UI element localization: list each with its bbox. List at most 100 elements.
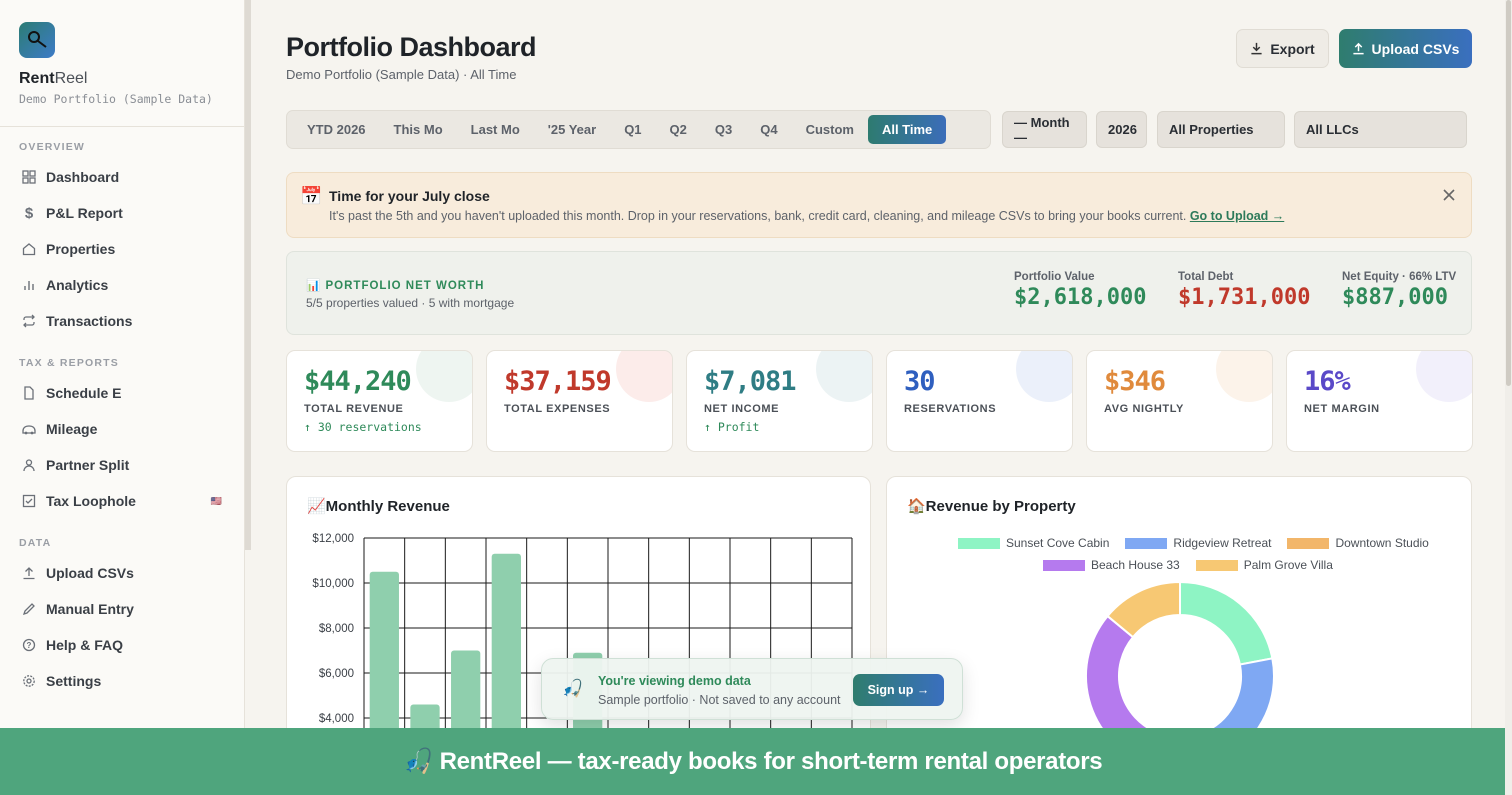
pie-slice[interactable] — [1201, 657, 1275, 746]
upload-csvs-button[interactable]: Upload CSVs — [1339, 29, 1472, 68]
period-tab[interactable]: All Time — [867, 115, 947, 144]
repeat-icon — [20, 312, 38, 330]
period-tab[interactable]: Q3 — [714, 122, 733, 137]
period-tab[interactable]: Q4 — [760, 122, 778, 137]
sidebar-section-title: DATA — [19, 537, 52, 549]
kpi-subtext: ↑ Profit — [704, 420, 760, 434]
export-label: Export — [1270, 40, 1315, 57]
brand-name: RentReel — [19, 70, 88, 87]
dollar-icon: $ — [24, 204, 34, 222]
legend-item[interactable]: Sunset Cove Cabin — [958, 536, 1109, 550]
sidebar-item-label: Analytics — [46, 277, 109, 293]
sidebar-item-label: Mileage — [46, 421, 98, 437]
pie-slice[interactable] — [1085, 614, 1159, 746]
sidebar-item-upload-csvs[interactable]: Upload CSVs — [0, 555, 244, 591]
year-select[interactable]: 2026 — [1096, 111, 1147, 148]
period-filter: YTD 2026 This Mo Last Mo '25 Year Q1 Q2 Q3 Q4 Cu… — [286, 110, 991, 149]
sidebar-item-dashboard[interactable]: Dashboard — [0, 159, 244, 195]
legend-swatch — [1043, 559, 1085, 571]
decorative-circle — [416, 351, 472, 402]
portfolio-value: Portfolio Value $2,618,000 — [1014, 271, 1147, 310]
kpi-value: 30 — [904, 366, 936, 397]
kpi-value: $37,159 — [504, 366, 612, 397]
close-icon[interactable] — [1441, 187, 1457, 203]
sidebar-item-p-l-report[interactable]: $ P&L Report — [0, 195, 244, 231]
sidebar-item-mileage[interactable]: Mileage — [0, 411, 244, 447]
period-tab[interactable]: Last Mo — [470, 122, 520, 137]
decorative-circle — [1016, 351, 1072, 402]
banner-title: Time for your July close — [329, 188, 490, 204]
y-tick-label: $12,000 — [312, 533, 354, 545]
kpi-label: RESERVATIONS — [904, 403, 997, 415]
download-icon — [1251, 42, 1262, 55]
legend-item[interactable]: Palm Grove Villa — [1195, 558, 1333, 572]
sidebar: RentReel Demo Portfolio (Sample Data) OV… — [0, 0, 245, 795]
sidebar-item-label: Manual Entry — [46, 601, 134, 617]
revenue-bar[interactable] — [491, 553, 521, 746]
y-tick-label: $4,000 — [319, 713, 354, 725]
sidebar-item-settings[interactable]: Settings — [0, 663, 244, 699]
y-tick-label: $6,000 — [319, 668, 354, 680]
page-scrollbar[interactable] — [1505, 0, 1512, 795]
footer-text: 🎣 RentReel — tax-ready books for short-t… — [403, 748, 1103, 775]
brand-subtitle: Demo Portfolio (Sample Data) — [19, 92, 213, 106]
sidebar-item-schedule-e[interactable]: Schedule E — [0, 375, 244, 411]
sidebar-item-label: Partner Split — [46, 457, 130, 473]
footer-banner: 🎣 RentReel — tax-ready books for short-t… — [0, 728, 1506, 795]
close-reminder-banner: 📅 Time for your July close It's past the… — [286, 172, 1472, 238]
net-worth-subtitle: 5/5 properties valued · 5 with mortgage — [306, 296, 515, 310]
go-to-upload-link[interactable]: Go to Upload → — [1189, 209, 1285, 223]
period-tab[interactable]: Custom — [805, 122, 854, 137]
sidebar-item-transactions[interactable]: Transactions — [0, 303, 244, 339]
legend-item[interactable]: Beach House 33 — [1043, 558, 1180, 572]
kpi-card-total-expenses: $37,159 TOTAL EXPENSES — [486, 350, 673, 452]
edit-icon — [20, 600, 38, 618]
upload-label: Upload CSVs — [1371, 40, 1460, 57]
upload-icon — [20, 564, 38, 582]
period-tab[interactable]: '25 Year — [547, 122, 597, 137]
legend-label: Downtown Studio — [1335, 536, 1429, 550]
sidebar-item-manual-entry[interactable]: Manual Entry — [0, 591, 244, 627]
page-scrollbar-thumb[interactable] — [1506, 0, 1511, 386]
legend-item[interactable]: Ridgeview Retreat — [1125, 536, 1271, 550]
period-tab[interactable]: Q2 — [669, 122, 687, 137]
sidebar-item-tax-loophole[interactable]: Tax Loophole 🇺🇸 — [0, 483, 244, 519]
help-icon: ? — [20, 636, 38, 654]
revenue-bar[interactable] — [369, 571, 399, 746]
period-tab[interactable]: YTD 2026 — [307, 122, 366, 137]
sign-up-button[interactable]: Sign up → — [853, 674, 944, 706]
sidebar-item-label: Schedule E — [46, 385, 122, 401]
sidebar-item-help-faq[interactable]: ? Help & FAQ — [0, 627, 244, 663]
kpi-value: $44,240 — [304, 366, 412, 397]
legend-item[interactable]: Downtown Studio — [1287, 536, 1429, 550]
pie-slice[interactable] — [1179, 580, 1274, 666]
kpi-card-total-revenue: $44,240 TOTAL REVENUE ↑ 30 reservations — [286, 350, 473, 452]
sidebar-item-analytics[interactable]: Analytics — [0, 267, 244, 303]
demo-popup-title: You're viewing demo data — [598, 674, 751, 688]
kpi-value: 16% — [1304, 366, 1351, 397]
revenue-by-property-chart — [1085, 580, 1275, 746]
revenue-by-property-card: 🏠Revenue by Property Sunset Cove Cabin Ri… — [886, 476, 1472, 746]
demo-data-popup: 🎣 You're viewing demo data Sample portfo… — [541, 658, 963, 720]
legend-label: Ridgeview Retreat — [1173, 536, 1272, 550]
sidebar-item-properties[interactable]: Properties — [0, 231, 244, 267]
llc-select[interactable]: All LLCs — [1294, 111, 1467, 148]
sidebar-item-label: Transactions — [46, 313, 133, 329]
pie-slice[interactable] — [1106, 580, 1181, 639]
kpi-subtext: ↑ 30 reservations — [304, 420, 422, 434]
logo-icon[interactable] — [19, 22, 55, 58]
sidebar-item-label: Settings — [46, 673, 102, 689]
sidebar-scrollbar[interactable] — [245, 0, 251, 550]
period-tab[interactable]: Q1 — [624, 122, 642, 137]
month-select[interactable]: — Month — — [1002, 111, 1087, 148]
property-select[interactable]: All Properties — [1157, 111, 1285, 148]
sidebar-section-title: OVERVIEW — [19, 141, 86, 153]
grid-icon — [20, 168, 38, 186]
svg-text:?: ? — [27, 641, 32, 650]
period-tab[interactable]: This Mo — [393, 122, 443, 137]
sidebar-item-partner-split[interactable]: Partner Split — [0, 447, 244, 483]
export-button[interactable]: Export — [1236, 29, 1329, 68]
revenue-bar[interactable] — [451, 650, 481, 747]
file-icon — [20, 384, 38, 402]
kpi-card-reservations: 30 RESERVATIONS — [886, 350, 1073, 452]
